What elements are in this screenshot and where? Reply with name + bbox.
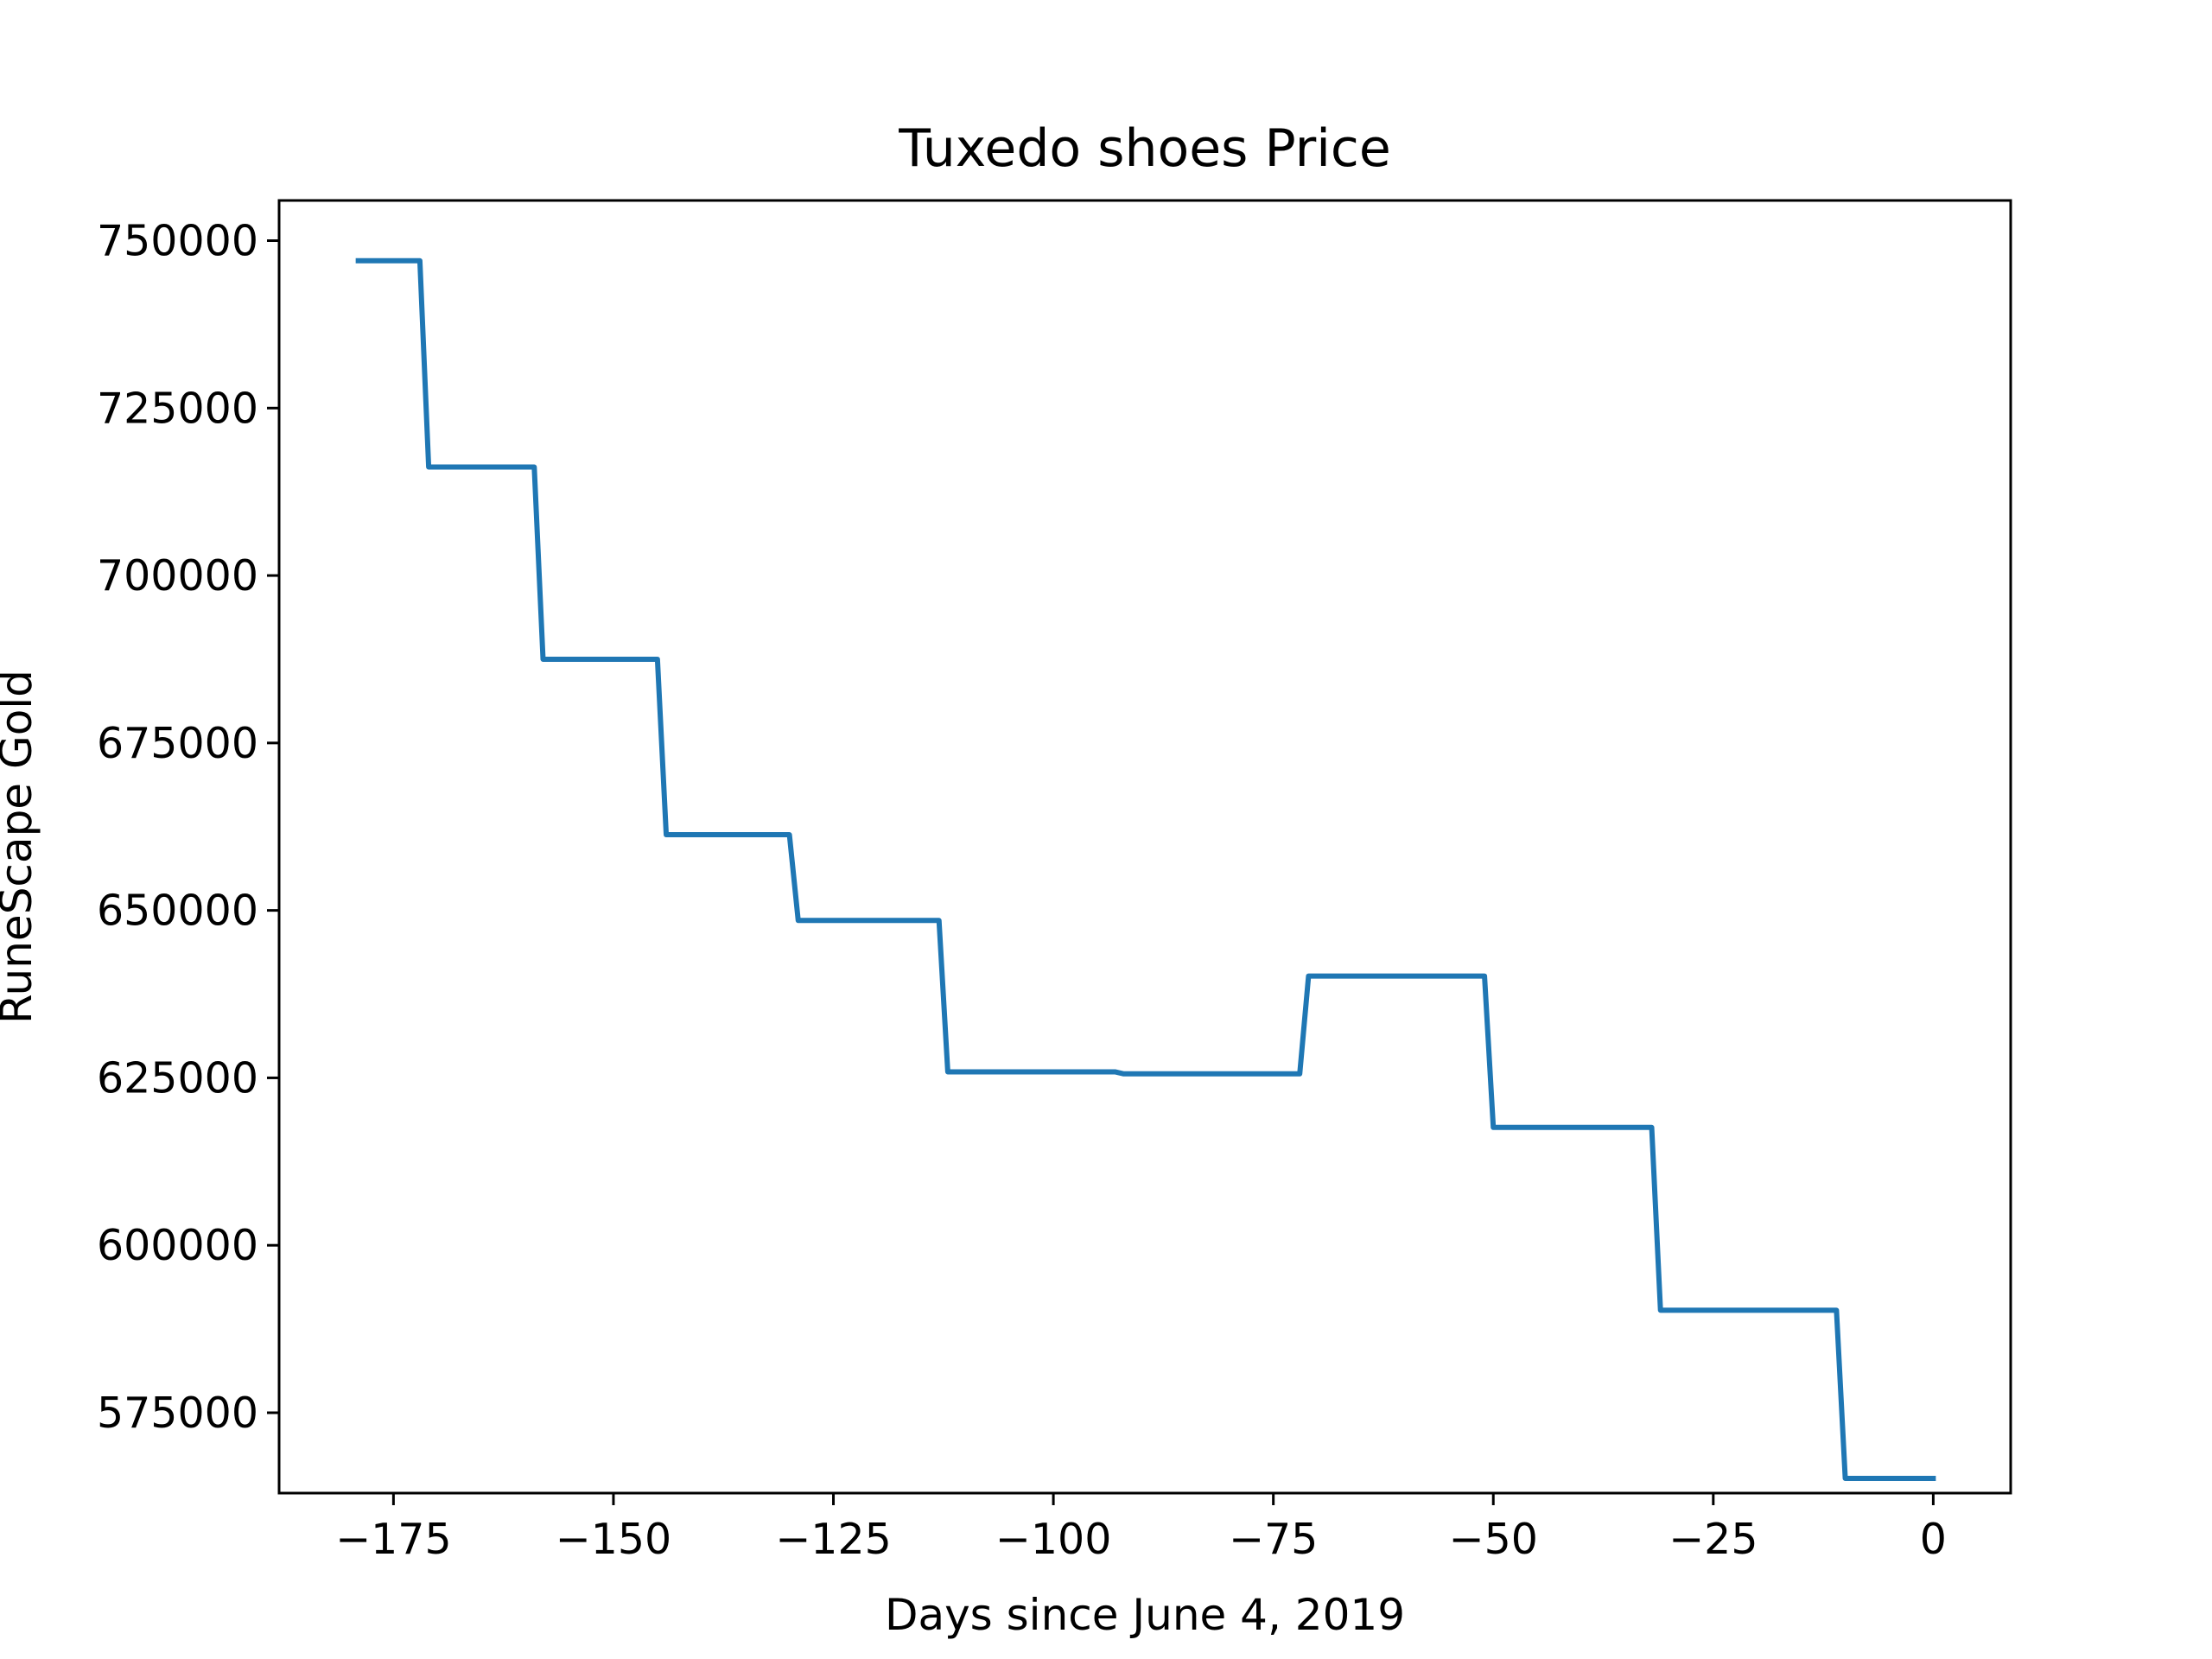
price-series-line [355,257,1936,1481]
plot-area [355,257,1936,1481]
y-tick-label: 675000 [97,719,258,768]
y-tick-label: 625000 [97,1053,258,1103]
y-tick-label: 750000 [97,217,258,266]
x-tick-label: −150 [556,1515,672,1564]
x-tick-label: 0 [1920,1515,1947,1564]
x-tick-label: −100 [995,1515,1112,1564]
chart-title: Tuxedo shoes Price [898,118,1391,179]
y-tick-label: 700000 [97,551,258,601]
x-axis-label: Days since June 4, 2019 [885,1590,1405,1640]
y-tick-label: 725000 [97,384,258,433]
y-tick-label: 575000 [97,1389,258,1438]
y-axis: 575000 600000 625000 650000 675000 700000 7250… [97,217,279,1438]
x-tick-label: −125 [775,1515,892,1564]
y-tick-label: 600000 [97,1221,258,1270]
x-axis: −175 −150 −125 −100 −75 −50 −25 0 [335,1493,1947,1564]
x-tick-label: −175 [335,1515,452,1564]
plot-frame [277,199,2012,1495]
x-tick-label: −75 [1229,1515,1318,1564]
x-tick-label: −25 [1669,1515,1758,1564]
x-tick-label: −50 [1449,1515,1538,1564]
y-axis-label: RuneScape Gold [0,670,41,1024]
y-tick-label: 650000 [97,887,258,936]
